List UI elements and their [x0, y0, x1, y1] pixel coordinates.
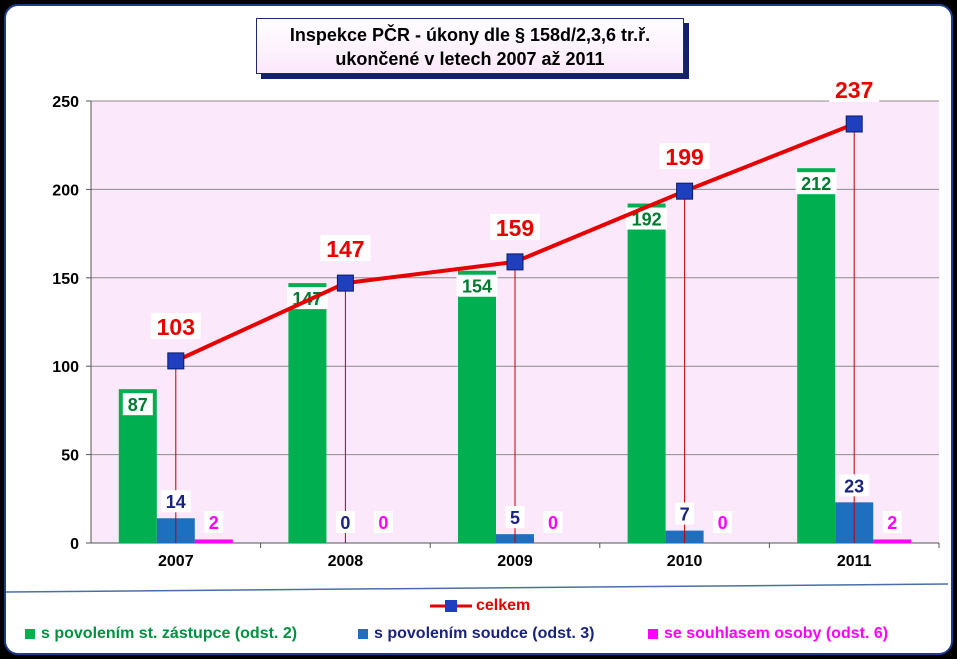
line-marker — [336, 274, 354, 292]
legend-label-celkem: celkem — [476, 597, 531, 614]
bar-data-label: 212 — [801, 174, 831, 194]
bar — [458, 270, 496, 543]
line-data-label: 103 — [157, 314, 195, 340]
data-label-bg — [204, 511, 224, 533]
y-tick-label: 200 — [52, 182, 79, 199]
bar — [873, 539, 912, 543]
legend-item-series-3: se souhlasem osoby (odst. 6) — [648, 625, 888, 643]
legend-line-marker — [430, 600, 472, 612]
bar-data-label: 14 — [166, 492, 186, 512]
legend-label-series-1: s povolením st. zástupce (odst. 2) — [41, 625, 298, 642]
bar-data-label: 87 — [128, 395, 148, 415]
line-label-bg — [490, 213, 540, 240]
legend-item-series-2: s povolením soudce (odst. 3) — [358, 625, 594, 643]
data-label-bg — [543, 511, 563, 533]
bar-data-label: 0 — [548, 513, 558, 533]
legend-swatch-series-1 — [25, 629, 35, 639]
data-label-bg — [122, 393, 153, 416]
data-label-bg — [713, 511, 733, 533]
line-marker — [167, 352, 185, 370]
data-label-bg — [160, 490, 191, 513]
y-tick-label: 150 — [52, 271, 79, 288]
data-label-bg — [335, 511, 355, 533]
chart-title-line-1: Inspekce PČR - úkony dle § 158d/2,3,6 tr… — [289, 25, 651, 45]
legend-label-series-2: s povolením soudce (odst. 3) — [374, 625, 595, 642]
y-tick-label: 50 — [61, 448, 79, 465]
bar-data-label: 0 — [378, 513, 388, 533]
y-tick-label: 0 — [70, 536, 79, 553]
bar-data-label: 154 — [462, 277, 492, 297]
x-tick-label: 2009 — [497, 553, 533, 570]
x-tick-label: 2007 — [158, 553, 194, 570]
legend-label-series-3: se souhlasem osoby (odst. 6) — [664, 625, 889, 642]
bar-data-label: 5 — [510, 508, 520, 528]
legend-swatch-series-3 — [648, 629, 658, 639]
data-label-bg — [839, 474, 870, 497]
legend-item-celkem: celkem — [430, 597, 530, 615]
bar — [288, 283, 327, 543]
bar-data-label: 0 — [340, 513, 350, 533]
x-tick-label: 2008 — [328, 553, 364, 570]
bar-data-label: 2 — [887, 513, 897, 533]
chart-title: Inspekce PČR - úkony dle § 158d/2,3,6 tr… — [256, 18, 684, 74]
bar-data-label: 7 — [680, 505, 690, 525]
line-label-bg — [829, 75, 880, 102]
bar-data-label: 0 — [718, 513, 728, 533]
line-data-label: 199 — [665, 144, 703, 170]
legend-swatch-series-2 — [358, 629, 368, 639]
bar — [627, 203, 666, 543]
data-label-bg — [456, 274, 498, 297]
chart-title-line-2: ukončené v letech 2007 až 2011 — [335, 49, 605, 69]
data-label-bg — [795, 172, 837, 195]
line-data-label: 147 — [326, 236, 364, 262]
line-data-label: 159 — [496, 215, 534, 241]
line-marker — [676, 182, 694, 200]
line-data-label: 237 — [835, 77, 873, 103]
bar-data-label: 2 — [209, 513, 219, 533]
x-tick-label: 2010 — [667, 553, 703, 570]
bar — [194, 539, 233, 543]
legend-item-series-1: s povolením st. zástupce (odst. 2) — [25, 625, 297, 643]
data-label-bg — [505, 506, 525, 529]
y-tick-label: 250 — [52, 94, 79, 111]
legend-separator — [5, 583, 949, 593]
y-tick-label: 100 — [52, 359, 79, 376]
line-label-bg — [320, 235, 371, 262]
data-label-bg — [675, 502, 695, 525]
line-label-bg — [659, 143, 710, 170]
data-label-bg — [373, 511, 393, 533]
line-label-bg — [150, 312, 201, 339]
data-label-bg — [882, 511, 902, 533]
line-marker — [506, 253, 524, 271]
bar-data-label: 192 — [632, 210, 662, 230]
bar — [797, 168, 836, 543]
bar-data-label: 23 — [844, 476, 864, 496]
x-tick-label: 2011 — [837, 553, 872, 570]
line-marker — [845, 115, 863, 133]
